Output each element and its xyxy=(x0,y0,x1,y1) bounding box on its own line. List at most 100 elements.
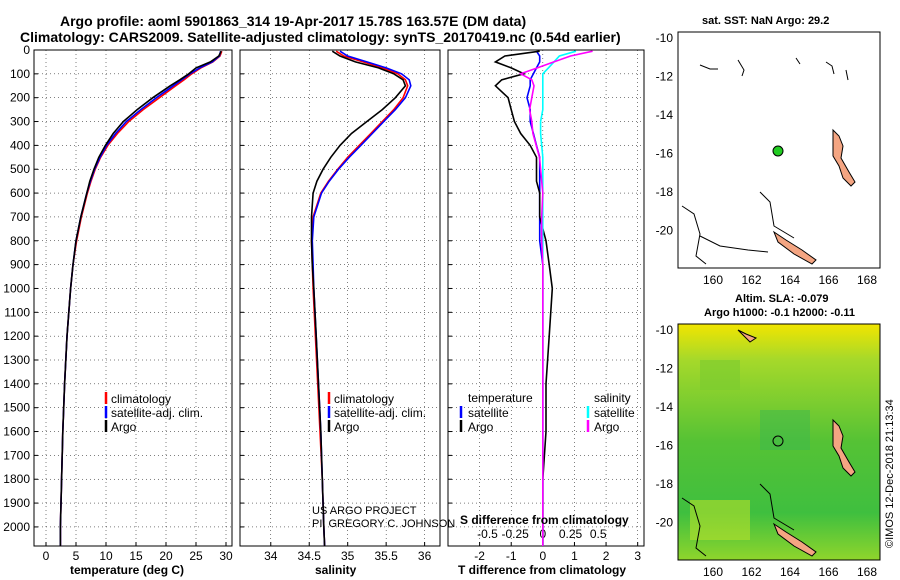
salinity-xtick-label: 36 xyxy=(418,549,432,563)
depth-tick-label: 300 xyxy=(10,115,30,129)
depth-tick-label: 400 xyxy=(10,138,30,152)
salinity-xtick-label: 35 xyxy=(341,549,355,563)
sla-patch-1 xyxy=(700,360,740,390)
map-ticks: 160 162 164 166 168 -10 -12 -14 -16 -18 -20 160 162 1… xyxy=(656,31,878,579)
map-xtick-label: 162 xyxy=(741,273,761,287)
depth-tick-label: 800 xyxy=(10,234,30,248)
tick-layer: 0 5 10 15 20 25 30 34 34.5 35 35.5 36 -2 -1 0 1 2 3010020… xyxy=(3,43,641,563)
legend-diff-sal-head: salinity xyxy=(594,391,631,405)
depth-tick-label: 1900 xyxy=(3,496,30,510)
diff-xtick-label: 1 xyxy=(571,549,578,563)
argo-location-marker xyxy=(772,145,784,157)
legend-sal-argo: Argo xyxy=(334,420,360,434)
map-xtick-label: 160 xyxy=(703,273,723,287)
temp-series-1 xyxy=(59,51,222,546)
map-bottom-vanuatu xyxy=(832,418,856,477)
diff-panel-frame xyxy=(447,49,645,547)
map-ytick-label: -18 xyxy=(656,185,674,199)
depth-tick-label: 1200 xyxy=(3,329,30,343)
sdiff-xtick-label: -0.5 xyxy=(477,527,498,541)
temp-xtick-label: 25 xyxy=(189,549,203,563)
sdiff-xtick-label: 0.25 xyxy=(559,527,583,541)
salinity-series-2 xyxy=(310,50,407,547)
depth-tick-label: 1300 xyxy=(3,353,30,367)
legend-sal-climatology: climatology xyxy=(334,392,394,406)
depth-tick-label: 900 xyxy=(10,258,30,272)
depth-tick-label: 2000 xyxy=(3,520,30,534)
profile-lines xyxy=(59,50,593,547)
map-bottom xyxy=(677,323,881,561)
map-xtick-label: 164 xyxy=(780,565,800,579)
temp-series-0 xyxy=(59,50,223,546)
map-ytick-label: -10 xyxy=(656,323,674,337)
diff-series-3 xyxy=(518,50,593,546)
legend-diff-s-argo: Argo xyxy=(594,420,620,434)
temp-xlabel: temperature (deg C) xyxy=(70,563,184,577)
legend-sal-satellite: satellite-adj. clim. xyxy=(334,406,426,420)
argo-location-marker-bottom xyxy=(772,435,784,447)
map-xtick-label: 164 xyxy=(780,273,800,287)
header-line1: Argo profile: aoml 5901863_314 19-Apr-20… xyxy=(60,13,526,29)
depth-tick-label: 1000 xyxy=(3,281,30,295)
map-ytick-label: -14 xyxy=(656,400,674,414)
temp-xtick-label: 30 xyxy=(219,549,233,563)
salinity-panel-frame xyxy=(239,49,441,547)
temp-legend: climatology satellite-adj. clim. Argo xyxy=(104,392,203,434)
map-top-islands xyxy=(699,57,849,81)
grid-layer xyxy=(34,49,644,546)
credit-project: US ARGO PROJECT xyxy=(312,505,417,517)
temp-xtick-label: 0 xyxy=(43,549,50,563)
diff-series-2 xyxy=(539,50,577,546)
map-ytick-label: -16 xyxy=(656,439,674,453)
map-xtick-label: 162 xyxy=(741,565,761,579)
map-top xyxy=(677,31,881,269)
temp-xtick-label: 15 xyxy=(129,549,143,563)
depth-tick-label: 1400 xyxy=(3,377,30,391)
legend-diff-s-sat: satellite xyxy=(594,406,635,420)
diff-xtick-label: 2 xyxy=(603,549,610,563)
map-bottom-new-caledonia xyxy=(772,522,817,557)
diff-xtick-label: -1 xyxy=(506,549,517,563)
legend-satellite: satellite-adj. clim. xyxy=(111,406,203,420)
credit-pi: PI: GREGORY C. JOHNSON xyxy=(312,518,455,530)
depth-tick-label: 1600 xyxy=(3,425,30,439)
map-bottom-contours xyxy=(681,483,795,557)
depth-tick-label: 100 xyxy=(10,67,30,81)
depth-tick-label: 200 xyxy=(10,91,30,105)
temp-xtick-label: 20 xyxy=(159,549,173,563)
sdiff-xtick-label: 0.5 xyxy=(590,527,607,541)
temp-series-2 xyxy=(59,50,222,546)
map-top-title: sat. SST: NaN Argo: 29.2 xyxy=(702,15,829,27)
map-xtick-label: 168 xyxy=(857,273,877,287)
sla-patch-2 xyxy=(760,410,810,450)
salinity-xlabel: salinity xyxy=(315,563,357,577)
tdiff-xlabel: T difference from climatology xyxy=(458,563,626,577)
temp-panel-frame xyxy=(33,49,233,547)
depth-tick-label: 1700 xyxy=(3,448,30,462)
diff-series-1 xyxy=(493,50,554,546)
diff-xtick-label: -2 xyxy=(474,549,485,563)
depth-tick-label: 600 xyxy=(10,186,30,200)
credit-imos: ©IMOS 12-Dec-2018 21:13:34 xyxy=(884,399,896,548)
map-xtick-label: 166 xyxy=(818,565,838,579)
salinity-xtick-label: 34 xyxy=(264,549,278,563)
depth-tick-label: 500 xyxy=(10,162,30,176)
map-ytick-label: -12 xyxy=(656,70,674,84)
depth-tick-label: 1500 xyxy=(3,401,30,415)
map-bottom-title2: Argo h1000: -0.1 h2000: -0.11 xyxy=(704,307,855,319)
header-line2: Climatology: CARS2009. Satellite-adjuste… xyxy=(20,29,621,45)
map-xtick-label: 160 xyxy=(703,565,723,579)
temp-xtick-label: 5 xyxy=(73,549,80,563)
diff-legend: temperature satellite Argo salinity sate… xyxy=(459,391,635,434)
sdiff-xlabel: S difference from climatology xyxy=(460,513,629,527)
map-xtick-label: 168 xyxy=(857,565,877,579)
map-top-new-caledonia xyxy=(772,230,817,265)
salinity-xtick-label: 35.5 xyxy=(374,549,398,563)
depth-tick-label: 1800 xyxy=(3,472,30,486)
salinity-series-0 xyxy=(310,50,409,547)
legend-argo: Argo xyxy=(111,420,137,434)
map-ytick-label: -10 xyxy=(656,31,674,45)
diff-xtick-label: 0 xyxy=(539,549,546,563)
salinity-legend: climatology satellite-adj. clim. Argo xyxy=(327,392,426,434)
